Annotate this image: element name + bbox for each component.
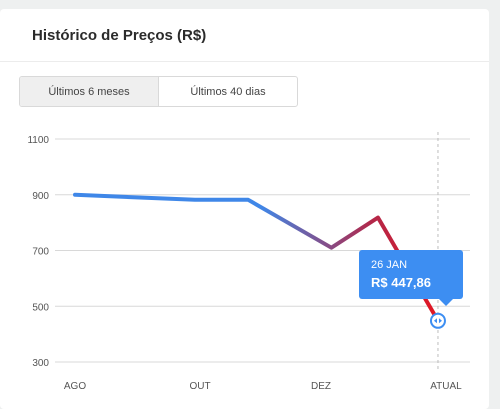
tab-last-40-days[interactable]: Últimos 40 dias xyxy=(190,85,266,98)
x-tick-label: DEZ xyxy=(311,381,331,392)
y-tick-label: 700 xyxy=(32,247,49,258)
drag-handle-icon[interactable] xyxy=(433,318,442,324)
tooltip-date: 26 JAN xyxy=(371,259,408,271)
card-title: Histórico de Preços (R$) xyxy=(32,27,207,44)
x-tick-label: AGO xyxy=(64,381,86,392)
x-tick-label: ATUAL xyxy=(430,381,462,392)
y-tick-label: 1100 xyxy=(27,135,49,146)
x-tick-label: OUT xyxy=(189,381,210,392)
tooltip-value: R$ 447,86 xyxy=(371,275,431,290)
tab-last-6-months[interactable]: Últimos 6 meses xyxy=(20,77,159,106)
price-series-line xyxy=(73,192,440,323)
y-tick-label: 900 xyxy=(32,191,49,202)
price-tooltip: 26 JAN R$ 447,86 xyxy=(359,250,463,306)
header-divider xyxy=(0,61,489,62)
period-tabs: Últimos 6 meses Últimos 40 dias xyxy=(19,76,298,107)
y-tick-label: 300 xyxy=(32,358,49,369)
current-price-point xyxy=(429,312,446,329)
y-tick-label: 500 xyxy=(32,302,49,313)
price-history-card: Histórico de Preços (R$) Últimos 6 meses… xyxy=(0,9,489,409)
